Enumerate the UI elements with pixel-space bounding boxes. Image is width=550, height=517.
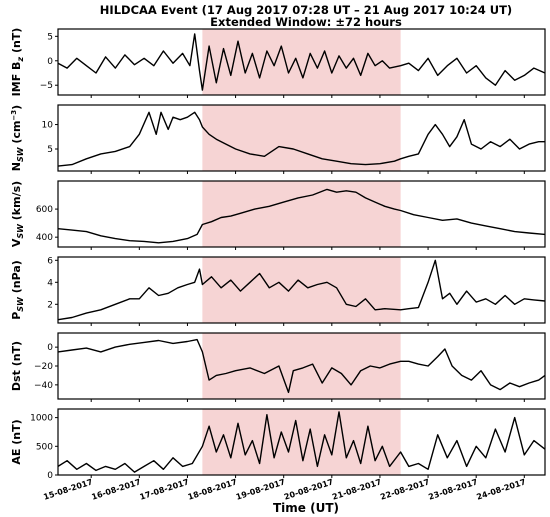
ylabel-main: N: [10, 162, 23, 171]
ytick-label: −5: [40, 81, 53, 91]
hildcaa-shade-ae: [202, 409, 401, 475]
ylabel-tail: (nPa): [10, 260, 23, 297]
ylabel-tail: (cm: [10, 121, 23, 148]
panel-n_sw: 5 10 NSW (cm−3): [10, 104, 546, 174]
ytick-label: 5: [47, 145, 53, 155]
hildcaa-shade-v_sw: [202, 181, 401, 247]
xtick-label: 16-08-2017: [90, 477, 141, 501]
panel-frame-ae: [57, 408, 546, 476]
series-line-v_sw: [57, 188, 546, 244]
ylabel-main: Dst (nT): [10, 341, 23, 391]
ylabel-imf_bz: IMF Bz (nT): [10, 28, 25, 97]
hildcaa-shade-p_sw: [202, 257, 401, 323]
series-line-dst: [57, 338, 546, 394]
ytick-label: 10: [42, 121, 54, 131]
xtick-label: 22-08-2017: [379, 477, 430, 501]
panel-frame-p_sw: [57, 256, 546, 324]
ytick-label: 6: [47, 256, 53, 266]
ylabel-p_sw: PSW (nPa): [10, 260, 25, 320]
ytick-label: 600: [36, 205, 53, 215]
ylabel-ae: AE (nT): [10, 419, 23, 464]
ylabel-end: ): [10, 105, 23, 110]
ylabel-sup: −3: [10, 110, 18, 121]
x-axis-label: Time (UT): [273, 501, 339, 515]
xtick-label: 21-08-2017: [331, 477, 382, 501]
ylabel-n_sw: NSW (cm−3): [10, 105, 25, 171]
xtick-label: 24-08-2017: [475, 477, 526, 501]
series-line-imf_bz: [57, 33, 546, 91]
ylabel-sub: SW: [16, 296, 25, 312]
ylabel-sub: z: [16, 57, 25, 63]
ylabel-main: P: [10, 312, 23, 320]
panel-frame-v_sw: [57, 180, 546, 248]
ytick-label: 0: [47, 57, 53, 67]
chart-subtitle: Extended Window: ±72 hours: [210, 15, 402, 29]
ylabel-main: AE (nT): [10, 419, 23, 464]
xtick-label: 20-08-2017: [283, 477, 334, 501]
ylabel-v_sw: VSW (km/s): [10, 181, 25, 247]
ytick-label: 4: [47, 278, 53, 288]
panel-frame-n_sw: [57, 104, 546, 172]
ylabel-main: V: [10, 238, 23, 247]
series-line-ae: [57, 411, 546, 473]
hildcaa-shade-imf_bz: [202, 29, 401, 95]
ytick-label: 500: [36, 442, 53, 452]
ytick-label: 400: [36, 233, 53, 243]
xtick-label: 23-08-2017: [427, 477, 478, 501]
ylabel-sub: SW: [16, 223, 25, 239]
xtick-label: 18-08-2017: [187, 477, 238, 501]
panel-imf_bz: −5 0 5 IMF Bz (nT): [10, 28, 546, 98]
hildcaa-shade-dst: [202, 333, 401, 399]
ytick-label: −20: [34, 362, 53, 372]
ylabel-main: IMF B: [10, 62, 23, 97]
series-line-n_sw: [57, 111, 545, 167]
panel-ae: 0 500 1000 AE (nT): [10, 408, 546, 481]
ytick-label: 0: [47, 343, 53, 353]
ytick-label: −40: [34, 381, 53, 391]
xtick-label: 17-08-2017: [139, 477, 190, 501]
ytick-label: 0: [47, 471, 53, 481]
ylabel-tail: (km/s): [10, 181, 23, 224]
panel-dst: −40 −20 0 Dst (nT): [10, 332, 546, 402]
panel-v_sw: 400 600 VSW (km/s): [10, 180, 546, 250]
ylabel-dst: Dst (nT): [10, 341, 23, 391]
ytick-label: 1000: [30, 414, 53, 424]
xtick-label: 19-08-2017: [235, 477, 286, 501]
ylabel-sub: SW: [16, 146, 25, 162]
ylabel-tail: (nT): [10, 28, 23, 57]
ytick-label: 2: [47, 300, 53, 310]
hildcaa-shade-n_sw: [202, 105, 401, 171]
series-line-p_sw: [57, 259, 546, 321]
panel-p_sw: 2 4 6 PSW (nPa): [10, 256, 546, 326]
panel-frame-imf_bz: [57, 28, 546, 96]
ytick-label: 5: [47, 32, 53, 42]
chart-title: HILDCAA Event (17 Aug 2017 07:28 UT – 21…: [100, 3, 512, 17]
